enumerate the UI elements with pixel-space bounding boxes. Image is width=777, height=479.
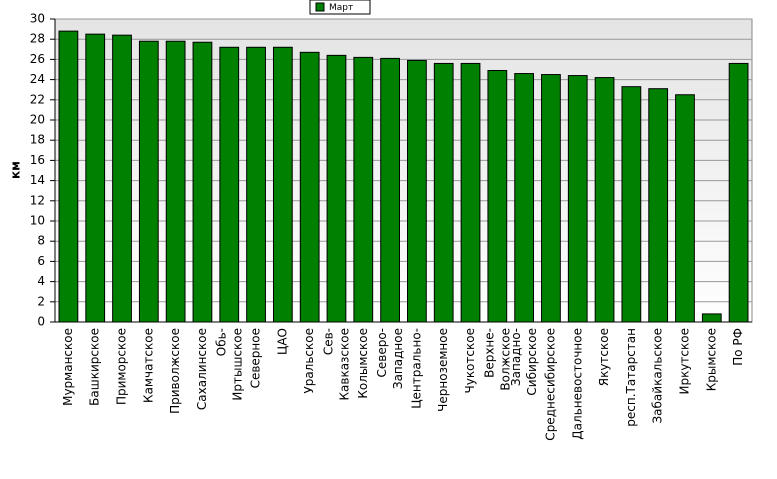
y-tick-label: 10 xyxy=(30,214,45,228)
bar xyxy=(326,54,347,323)
bar xyxy=(701,313,722,323)
x-tick-label: Среднесибирское xyxy=(543,328,557,441)
x-tick-label: Крымское xyxy=(704,328,718,391)
bar xyxy=(138,40,159,323)
plot-area xyxy=(54,18,753,323)
y-tick-label: 2 xyxy=(37,294,45,308)
bar xyxy=(487,70,508,323)
x-tick-label: Северное xyxy=(249,328,263,388)
y-tick-label: 6 xyxy=(37,254,45,268)
legend: Март xyxy=(309,0,371,15)
bar xyxy=(541,74,561,323)
y-tick-label: 24 xyxy=(30,72,45,86)
bar xyxy=(567,75,588,323)
x-tick-label: Центрально- xyxy=(409,328,423,409)
bar xyxy=(353,56,374,323)
x-tick-label: Камчатское xyxy=(141,328,155,403)
bar xyxy=(272,46,293,323)
x-tick-label: Якутское xyxy=(597,328,611,386)
legend-label: Март xyxy=(329,3,353,13)
x-tick-label: Забайкальское xyxy=(651,328,665,424)
y-tick-label: 14 xyxy=(30,173,45,187)
x-tick-label: Иркутское xyxy=(677,328,691,395)
x-tick-label: Уральское xyxy=(302,328,316,394)
bar xyxy=(433,62,454,323)
x-tick-label: Башкирское xyxy=(88,328,102,406)
x-tick-label: ЦАО xyxy=(275,328,289,355)
x-tick-label: Чукотское xyxy=(463,328,477,393)
x-tick-label: Мурманское xyxy=(61,328,75,406)
bar xyxy=(58,30,79,323)
y-tick-label: 28 xyxy=(30,32,45,46)
bar xyxy=(514,73,535,323)
y-tick-label: 18 xyxy=(30,133,45,147)
bar xyxy=(621,86,642,323)
x-tick-label: Обь- Иртышское xyxy=(214,328,244,401)
bar xyxy=(112,34,132,323)
bar xyxy=(407,59,427,323)
x-tick-label: Западно- Сибирское xyxy=(509,328,539,396)
x-tick-label: Дальневосточное xyxy=(570,328,584,440)
bar xyxy=(246,46,266,323)
x-tick-label: Колымское xyxy=(356,328,370,399)
y-tick-label: 0 xyxy=(37,315,45,329)
y-tick-label: 30 xyxy=(30,12,45,26)
bar xyxy=(85,33,106,323)
y-tick-label: 8 xyxy=(37,234,45,248)
x-tick-label: Сахалинское xyxy=(195,328,209,410)
y-tick-label: 20 xyxy=(30,113,45,127)
bar xyxy=(675,94,695,323)
y-tick-label: 4 xyxy=(37,274,45,288)
y-tick-label: 22 xyxy=(30,92,45,106)
bar xyxy=(165,40,186,323)
legend-swatch xyxy=(315,2,325,12)
bar xyxy=(594,77,615,323)
y-tick-label: 26 xyxy=(30,52,45,66)
x-tick-label: Верхне- Волжское xyxy=(482,328,512,391)
y-axis-label: км xyxy=(9,161,23,179)
y-tick-label: 16 xyxy=(30,153,45,167)
bar xyxy=(460,62,481,323)
legend-box xyxy=(309,0,371,15)
x-tick-label: Приволжское xyxy=(168,328,182,414)
x-tick-label: Черноземное xyxy=(436,328,450,412)
bar xyxy=(299,51,320,323)
x-tick-label: Северо- Западное xyxy=(375,328,405,389)
bar xyxy=(728,62,749,323)
bar xyxy=(219,46,240,323)
bar xyxy=(648,88,669,323)
bar xyxy=(192,41,213,323)
x-tick-label: По РФ xyxy=(731,328,745,366)
bar xyxy=(380,57,400,323)
x-tick-label: Сев- Кавказское xyxy=(321,328,351,401)
x-tick-label: респ.Татарстан xyxy=(624,328,638,427)
y-tick-label: 12 xyxy=(30,193,45,207)
x-tick-label: Приморское xyxy=(115,328,129,405)
